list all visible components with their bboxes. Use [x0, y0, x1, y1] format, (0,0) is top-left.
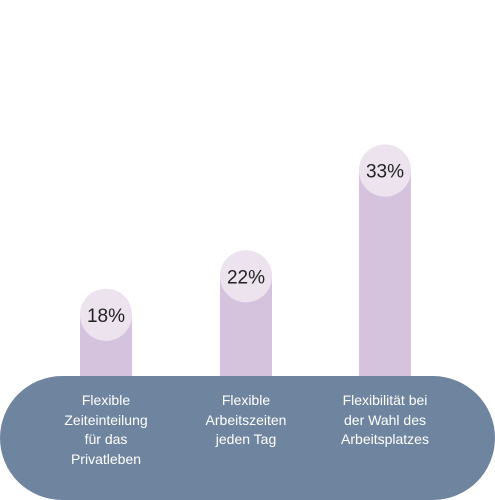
- bar-cap-1: [80, 288, 132, 341]
- category-label-3: Flexibilität bei der Wahl des Arbeitspla…: [341, 392, 429, 447]
- bar-cap-2: [220, 250, 272, 303]
- value-label-1: 18%: [87, 306, 125, 327]
- category-label-2: Flexible Arbeitszeiten jeden Tag: [205, 392, 287, 447]
- category-base-band: [0, 376, 495, 500]
- category-label-1: Flexible Zeiteinteilung für das Privatle…: [64, 392, 148, 467]
- value-label-3: 33%: [366, 162, 404, 183]
- bar-cap-3: [359, 144, 411, 197]
- value-label-2: 22%: [227, 267, 265, 288]
- bar-3: [359, 144, 411, 421]
